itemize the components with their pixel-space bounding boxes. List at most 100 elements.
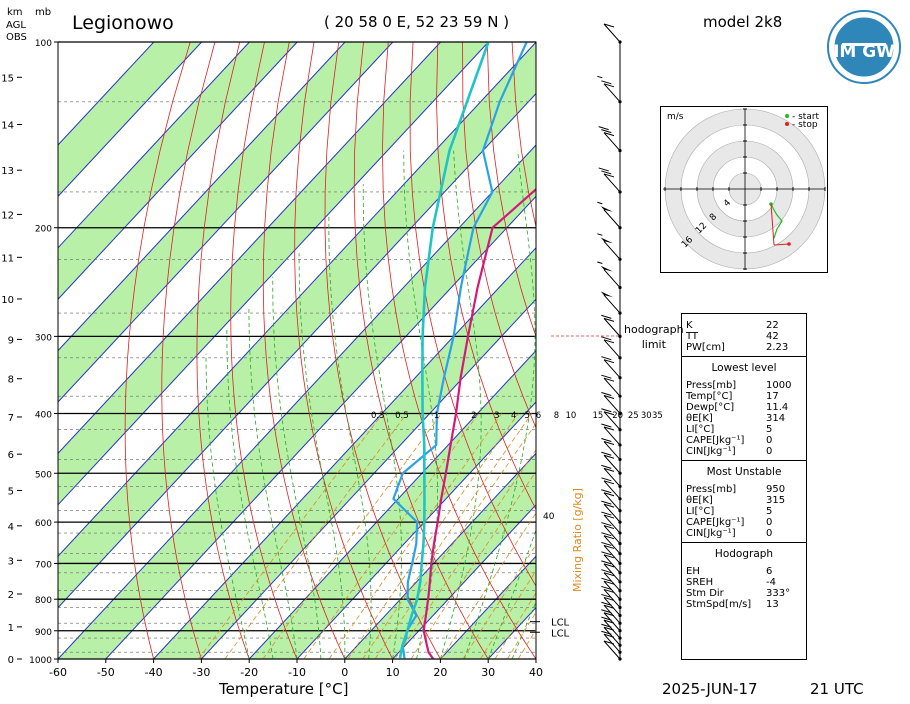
km-tick-label: 11 xyxy=(1,253,14,264)
barb-feather xyxy=(601,500,612,505)
mixing-ratio-line xyxy=(462,544,536,659)
index-tt-value: 42 xyxy=(766,331,779,342)
wind-barb xyxy=(603,640,622,661)
unstable-cinjkg-value: 0 xyxy=(766,528,773,539)
km-tick-label: 12 xyxy=(1,210,14,221)
barb-staff xyxy=(603,525,621,544)
mixing-ratio-line xyxy=(328,413,502,659)
mixing-ratio-label: 3 xyxy=(494,411,499,421)
index-pwcm-label: PW[cm] xyxy=(686,342,725,353)
mixing-ratio-line xyxy=(262,413,442,659)
moist-adiabat-line xyxy=(362,184,402,659)
barb-staff xyxy=(603,83,621,103)
barb-feather xyxy=(601,129,612,134)
pressure-tick-label: 600 xyxy=(35,519,52,529)
barb-staff xyxy=(603,173,621,193)
mixing-ratio-label: 10 xyxy=(566,411,577,421)
barb-feather xyxy=(603,554,615,559)
lowest-capejkg-value: 0 xyxy=(766,435,773,446)
wind-barb xyxy=(601,314,622,338)
isotherm-line xyxy=(201,298,536,659)
barb-staff xyxy=(603,318,621,337)
barb-feather xyxy=(601,477,612,482)
hodograph-stop-dot xyxy=(785,122,789,126)
mixing-ratio-line xyxy=(374,422,536,659)
temperature-profile xyxy=(422,187,536,659)
unstable-lic-value: 5 xyxy=(766,506,773,517)
mixing-ratio-label: 30 xyxy=(641,411,652,421)
wind-barb xyxy=(601,477,622,501)
barb-feather xyxy=(601,336,612,341)
km-tick-label: 13 xyxy=(1,166,14,177)
barb-half-feather xyxy=(597,261,603,265)
barb-feather xyxy=(603,132,615,137)
barb-feather xyxy=(601,630,612,635)
barb-staff xyxy=(603,545,621,564)
km-label: km xyxy=(7,7,23,18)
mixing-ratio-label: 25 xyxy=(628,411,639,421)
lowest-dewpc-label: Dewp[°C] xyxy=(686,402,735,413)
lowest-ek-label: θE[K] xyxy=(686,413,713,424)
barb-feather xyxy=(603,317,615,322)
km-tick-label: 2 xyxy=(8,590,14,601)
barb-feather xyxy=(601,451,612,456)
mixing-ratio-line xyxy=(303,413,479,659)
x-axis-title: Temperature [°C] xyxy=(218,680,348,698)
barb-feather xyxy=(601,609,612,614)
km-tick-label: 10 xyxy=(1,295,14,306)
lcl-label: LCL xyxy=(551,628,570,639)
barb-staff xyxy=(603,580,621,600)
dry-adiabat-line xyxy=(262,42,346,659)
dry-adiabat-line xyxy=(196,42,250,659)
hodo-sreh-value: -4 xyxy=(766,577,776,588)
wind-barb xyxy=(601,532,622,556)
x-tick-label: 30 xyxy=(481,666,495,679)
moist-adiabat-line xyxy=(298,253,346,659)
km-tick-label: 5 xyxy=(8,486,14,497)
x-tick-label: 10 xyxy=(386,666,400,679)
hodograph-units: m/s xyxy=(667,112,684,122)
barb-staff xyxy=(603,23,621,43)
barb-feather xyxy=(603,467,615,472)
moist-adiabat-line xyxy=(226,327,274,659)
barb-feather xyxy=(601,356,612,361)
barb-feather xyxy=(603,572,615,577)
barb-feather xyxy=(601,532,612,537)
wind-barb xyxy=(603,23,622,44)
logo-text: IM GW xyxy=(833,42,895,62)
barb-staff xyxy=(603,359,621,379)
mixing-ratio-label: 1 xyxy=(434,411,439,421)
lowest-tempc-value: 17 xyxy=(766,391,779,402)
km-tick-label: 9 xyxy=(8,335,14,346)
mixing-ratio-line xyxy=(506,611,536,659)
date-label: 2025-JUN-17 xyxy=(662,680,758,698)
wind-barb xyxy=(601,601,622,625)
hodo-stmspdms-value: 13 xyxy=(766,599,779,610)
dry-adiabat-line xyxy=(834,42,910,672)
wind-barb xyxy=(601,423,622,447)
barb-feather xyxy=(601,616,612,621)
unstable-ek-value: 315 xyxy=(766,495,786,506)
agl-label: AGL xyxy=(6,20,26,31)
barb-staff xyxy=(603,468,621,487)
km-tick-label: 7 xyxy=(8,413,14,424)
barb-feather xyxy=(601,438,612,442)
barb-feather xyxy=(603,492,615,497)
dry-adiabat-line xyxy=(124,42,191,659)
moist-adiabat-line xyxy=(248,308,298,659)
barb-feather xyxy=(603,612,615,617)
barb-feather xyxy=(601,593,612,598)
barb-feather xyxy=(603,426,615,431)
isotherm-line xyxy=(248,349,536,659)
barb-feather xyxy=(603,503,615,508)
lowest-cinjkg-label: CIN[Jkg⁻¹] xyxy=(686,446,736,457)
barb-staff xyxy=(603,612,621,632)
hodograph-panel: 4 8 12 16 m/s - start - stop xyxy=(660,106,828,273)
barb-staff xyxy=(603,441,621,460)
lcl-label: LCL xyxy=(551,618,570,629)
moist-adiabat-line xyxy=(440,150,482,659)
wind-barb xyxy=(601,616,622,640)
dry-adiabat-line xyxy=(486,42,536,338)
hodo-stmspdms-label: StmSpd[m/s] xyxy=(686,599,752,610)
isotherm-line xyxy=(344,452,536,659)
